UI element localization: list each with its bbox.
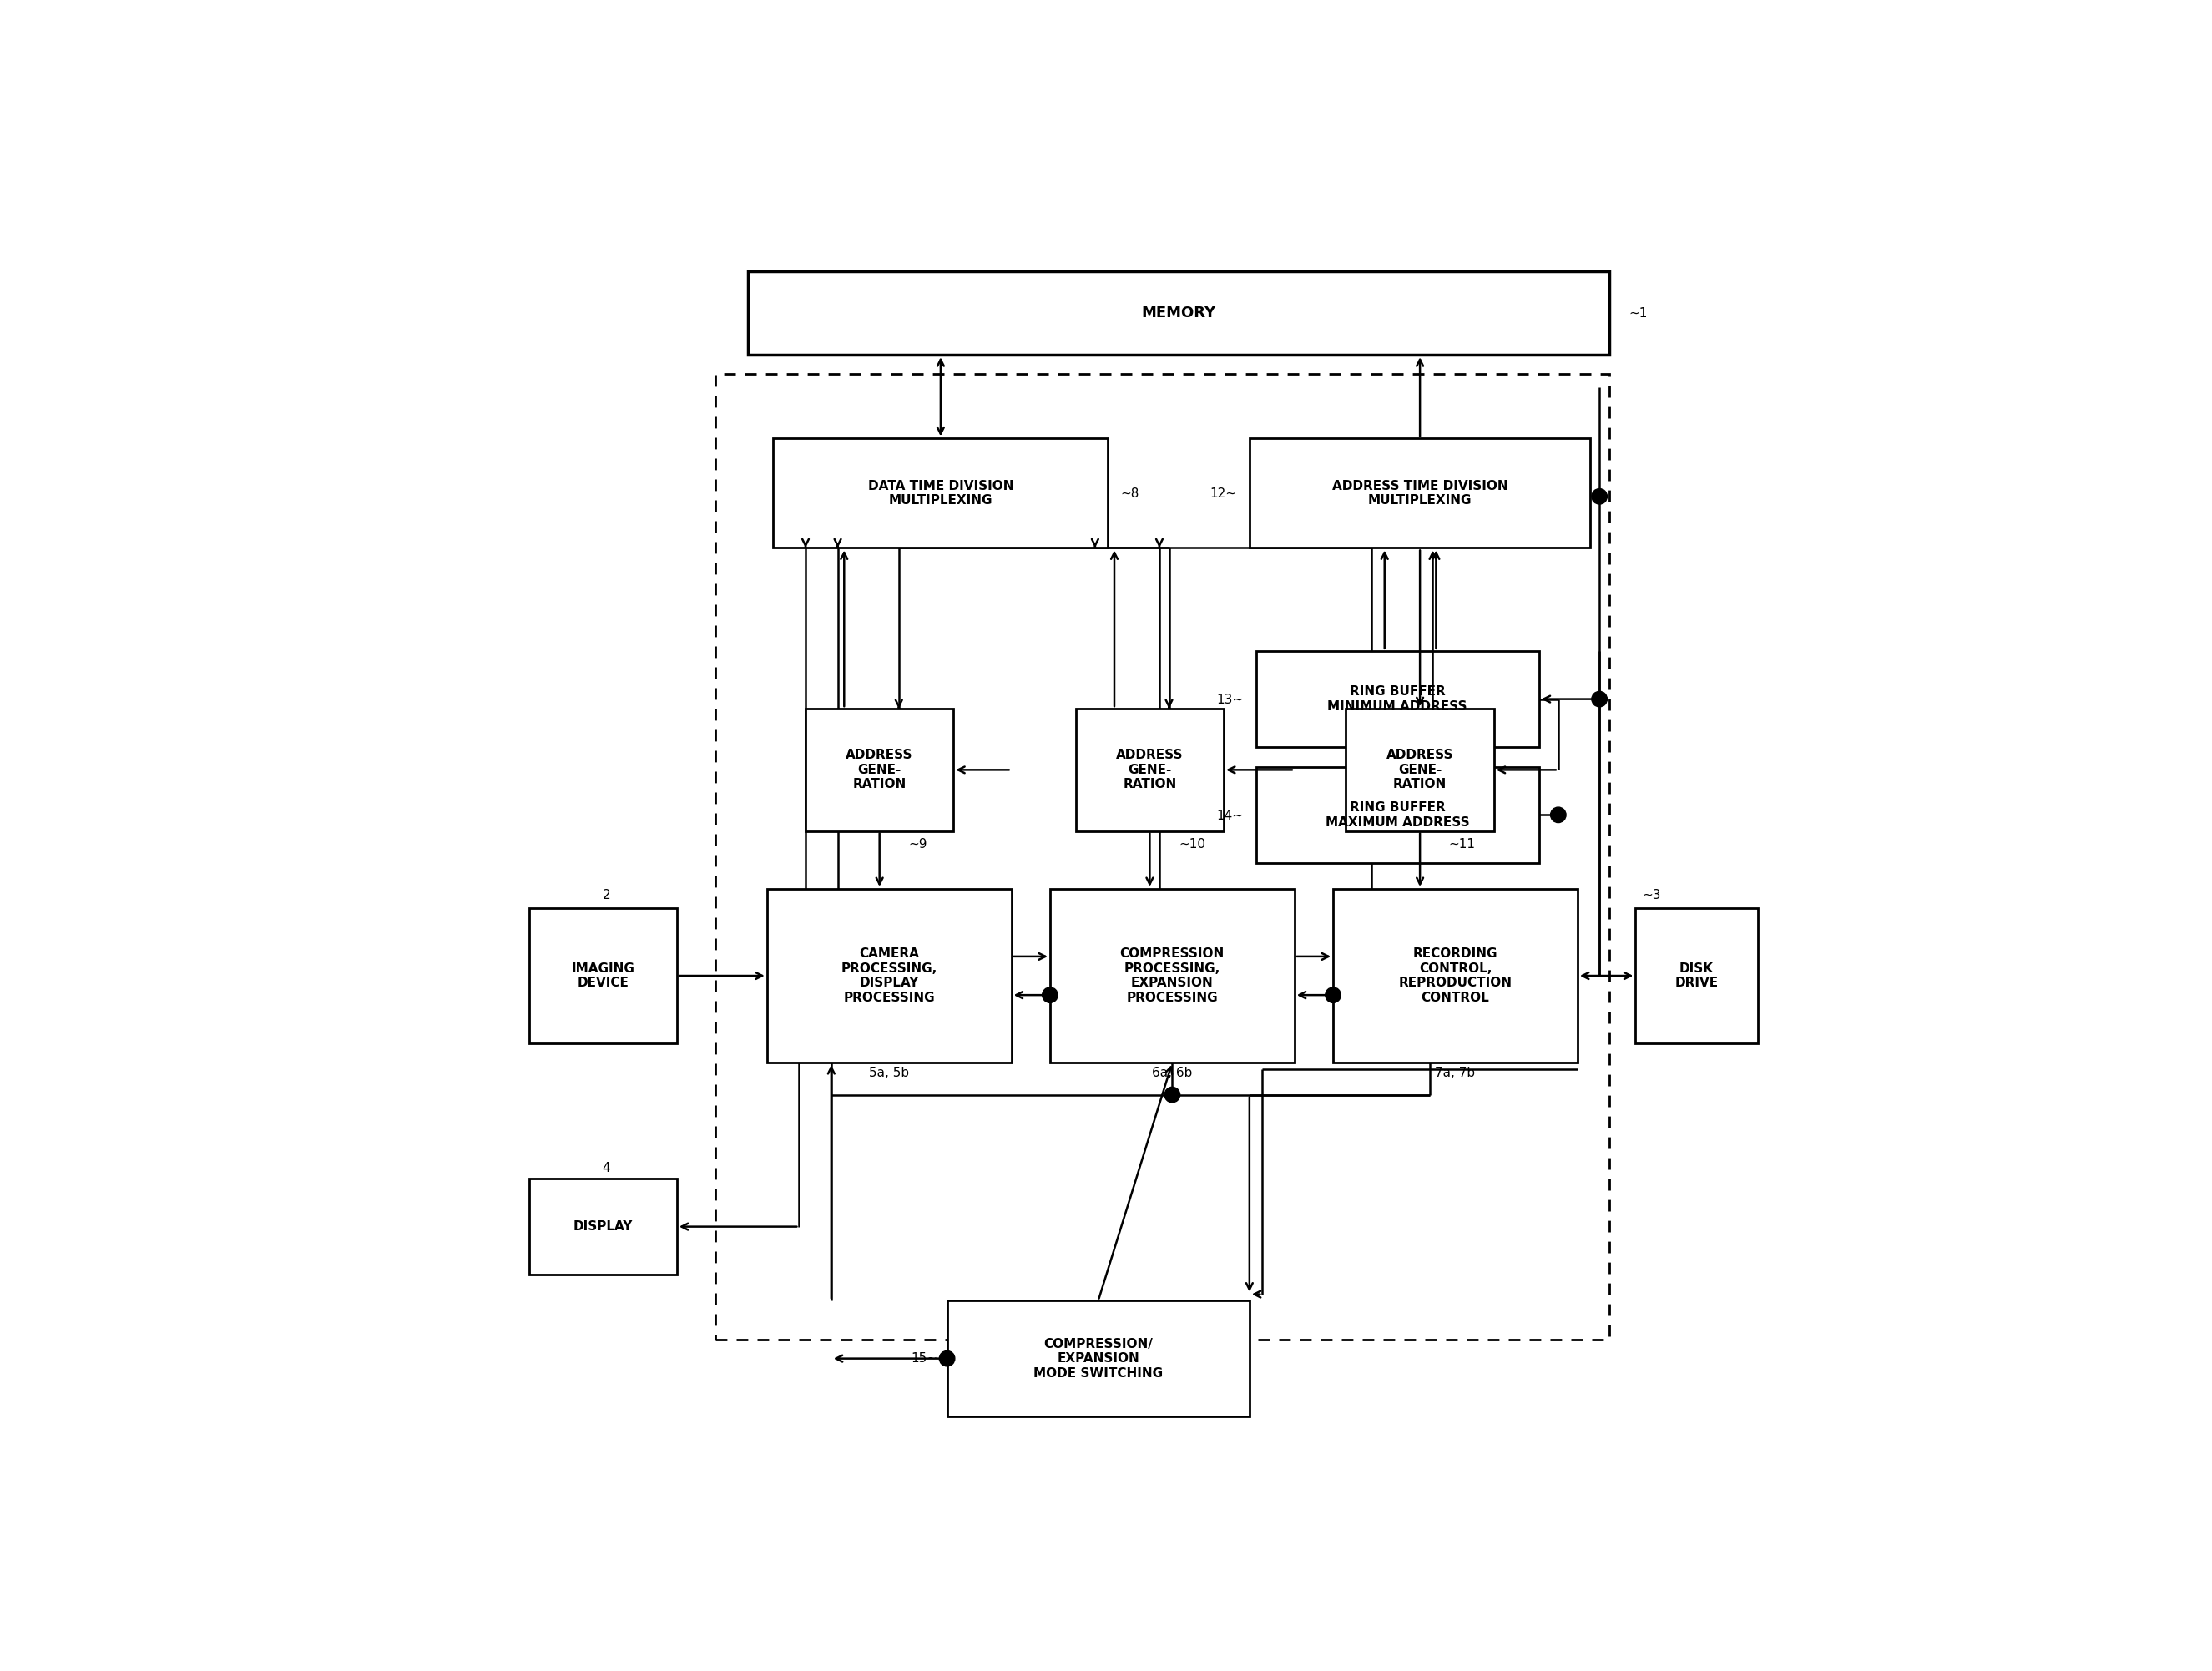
Bar xyxy=(714,374,1610,1338)
Bar xyxy=(774,438,1108,548)
Circle shape xyxy=(1551,807,1566,822)
Text: DISPLAY: DISPLAY xyxy=(573,1220,633,1233)
Text: MEMORY: MEMORY xyxy=(1141,306,1217,321)
Text: 12~: 12~ xyxy=(1210,488,1237,500)
Text: RECORDING
CONTROL,
REPRODUCTION
CONTROL: RECORDING CONTROL, REPRODUCTION CONTROL xyxy=(1398,947,1513,1004)
Text: RING BUFFER
MAXIMUM ADDRESS: RING BUFFER MAXIMUM ADDRESS xyxy=(1325,802,1469,829)
Text: ~10: ~10 xyxy=(1179,837,1206,851)
Text: ~11: ~11 xyxy=(1449,837,1475,851)
Bar xyxy=(1345,709,1493,830)
Text: DISK
DRIVE: DISK DRIVE xyxy=(1674,962,1719,989)
Bar xyxy=(1051,889,1294,1063)
Circle shape xyxy=(1593,488,1608,505)
Circle shape xyxy=(940,1350,956,1367)
Text: ADDRESS
GENE-
RATION: ADDRESS GENE- RATION xyxy=(845,749,914,790)
Bar xyxy=(1256,767,1540,864)
Text: COMPRESSION/
EXPANSION
MODE SWITCHING: COMPRESSION/ EXPANSION MODE SWITCHING xyxy=(1033,1338,1164,1379)
Text: ADDRESS TIME DIVISION
MULTIPLEXING: ADDRESS TIME DIVISION MULTIPLEXING xyxy=(1332,480,1509,506)
Bar xyxy=(529,909,677,1043)
Text: 5a, 5b: 5a, 5b xyxy=(869,1066,909,1079)
Text: 13~: 13~ xyxy=(1217,693,1243,707)
Text: COMPRESSION
PROCESSING,
EXPANSION
PROCESSING: COMPRESSION PROCESSING, EXPANSION PROCES… xyxy=(1119,947,1225,1004)
Bar xyxy=(748,271,1610,354)
Bar xyxy=(1075,709,1223,830)
Text: ~3: ~3 xyxy=(1641,889,1661,902)
Bar xyxy=(1635,909,1759,1043)
Text: ~9: ~9 xyxy=(909,837,927,851)
Text: RING BUFFER
MINIMUM ADDRESS: RING BUFFER MINIMUM ADDRESS xyxy=(1327,685,1467,712)
Bar xyxy=(529,1178,677,1275)
Text: 14~: 14~ xyxy=(1217,809,1243,822)
Text: ~8: ~8 xyxy=(1121,488,1139,500)
Circle shape xyxy=(1164,1088,1179,1103)
Circle shape xyxy=(1325,988,1340,1003)
Bar xyxy=(1250,438,1590,548)
Bar xyxy=(768,889,1011,1063)
Bar xyxy=(947,1300,1250,1417)
Text: ADDRESS
GENE-
RATION: ADDRESS GENE- RATION xyxy=(1117,749,1183,790)
Text: 4: 4 xyxy=(602,1161,611,1175)
Circle shape xyxy=(1593,692,1608,707)
Text: CAMERA
PROCESSING,
DISPLAY
PROCESSING: CAMERA PROCESSING, DISPLAY PROCESSING xyxy=(841,947,938,1004)
Text: 2: 2 xyxy=(602,889,611,902)
Bar xyxy=(1256,652,1540,747)
Text: IMAGING
DEVICE: IMAGING DEVICE xyxy=(571,962,635,989)
Text: 15~: 15~ xyxy=(911,1352,938,1365)
Text: ~1: ~1 xyxy=(1628,307,1648,321)
Text: 6a, 6b: 6a, 6b xyxy=(1152,1066,1192,1079)
Text: 7a, 7b: 7a, 7b xyxy=(1436,1066,1475,1079)
Bar xyxy=(805,709,953,830)
Bar xyxy=(1334,889,1577,1063)
Text: DATA TIME DIVISION
MULTIPLEXING: DATA TIME DIVISION MULTIPLEXING xyxy=(867,480,1013,506)
Text: ADDRESS
GENE-
RATION: ADDRESS GENE- RATION xyxy=(1387,749,1453,790)
Circle shape xyxy=(1042,988,1057,1003)
